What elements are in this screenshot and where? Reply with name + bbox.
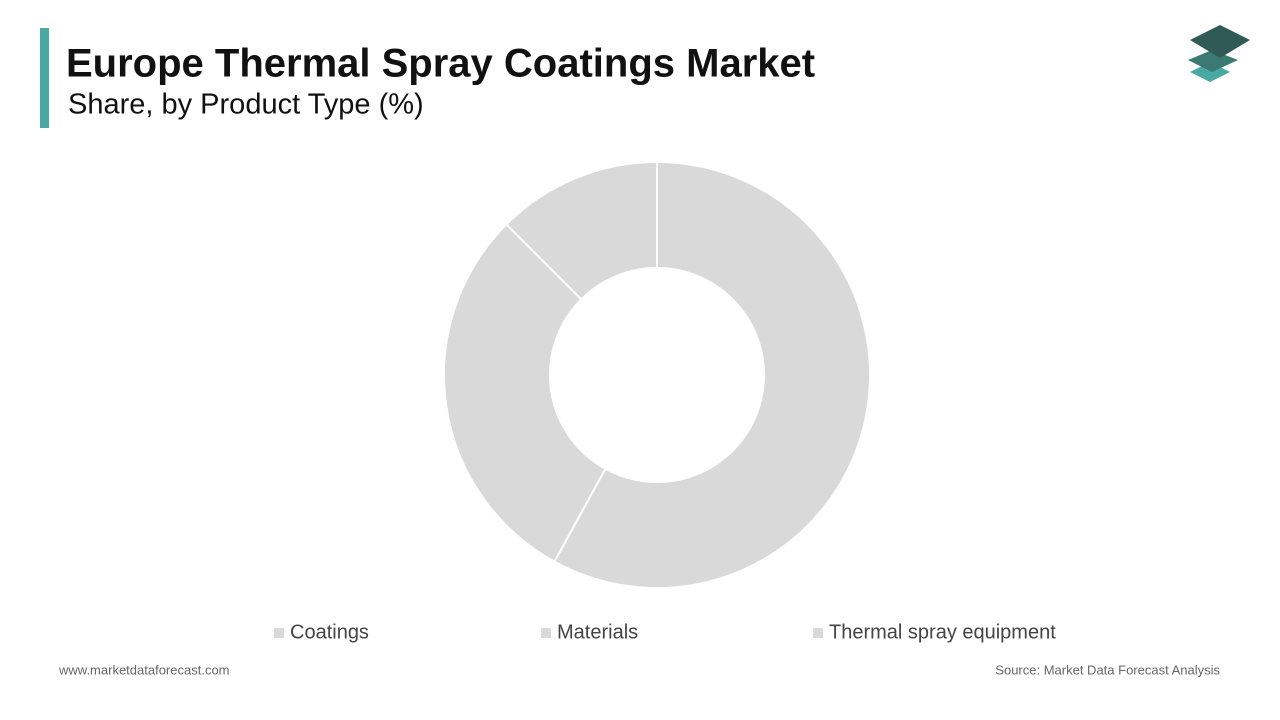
chart-subtitle: Share, by Product Type (%) (68, 89, 424, 121)
legend-marker (813, 628, 823, 638)
legend-marker (541, 628, 551, 638)
donut-slice (553, 160, 871, 589)
title-accent (40, 28, 49, 128)
donut-slice (443, 222, 607, 564)
donut-slice (504, 160, 658, 301)
website: www.marketdataforecast.com (58, 662, 230, 677)
legend-label: Thermal spray equipment (829, 621, 1056, 643)
chart-title: Europe Thermal Spray Coatings Market (66, 42, 815, 86)
logo (1188, 25, 1250, 82)
legend-marker (274, 628, 284, 638)
legend-label: Materials (557, 621, 638, 643)
legend-label: Coatings (290, 621, 369, 643)
source: Source: Market Data Forecast Analysis (995, 662, 1220, 677)
